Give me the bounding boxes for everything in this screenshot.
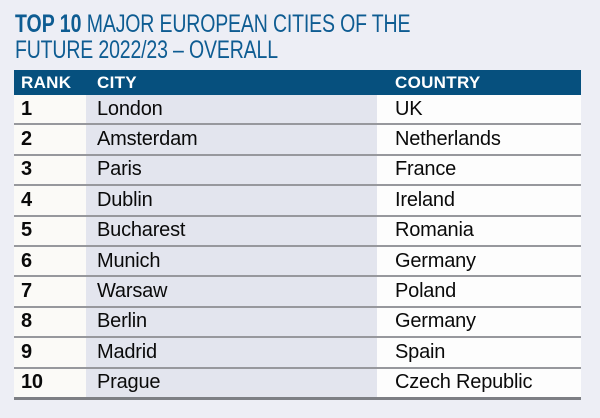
- country-cell: UK: [377, 95, 581, 124]
- table-row: 5 Bucharest Romania: [14, 216, 581, 247]
- city-cell: Dublin: [86, 186, 377, 215]
- city-cell: Prague: [86, 368, 377, 397]
- table-row: 1 London UK: [14, 95, 581, 126]
- country-cell: France: [377, 155, 581, 185]
- page-title-line2: FUTURE 2022/23 – OVERALL: [15, 36, 278, 64]
- country-cell: Czech Republic: [377, 368, 581, 397]
- city-cell: Berlin: [86, 307, 377, 337]
- table-row: 8 Berlin Germany: [14, 307, 581, 339]
- rank-cell: 9: [14, 338, 86, 367]
- page-title-line1: TOP 10 MAJOR EUROPEAN CITIES OF THE: [15, 11, 410, 37]
- city-cell: Munich: [86, 246, 377, 276]
- page-title-rest: MAJOR EUROPEAN CITIES OF THE: [81, 10, 411, 38]
- page-title: TOP 10 MAJOR EUROPEAN CITIES OF THE FUTU…: [15, 11, 410, 63]
- column-header-city: CITY: [97, 72, 137, 92]
- country-cell: Poland: [377, 277, 581, 306]
- table-row: 2 Amsterdam Netherlands: [14, 125, 581, 156]
- rank-cell: 7: [14, 277, 86, 306]
- rank-cell: 2: [14, 125, 86, 154]
- country-cell: Germany: [377, 307, 581, 337]
- rank-cell: 3: [14, 155, 86, 185]
- country-cell: Ireland: [377, 186, 581, 215]
- table-row: 7 Warsaw Poland: [14, 277, 581, 308]
- column-header-country: COUNTRY: [395, 72, 481, 92]
- table-row: 3 Paris France: [14, 155, 581, 187]
- rank-cell: 10: [14, 368, 86, 397]
- country-cell: Germany: [377, 246, 581, 276]
- city-cell: Amsterdam: [86, 125, 377, 154]
- table-header-row: RANK CITY COUNTRY: [14, 70, 581, 95]
- rank-cell: 1: [14, 95, 86, 124]
- rank-cell: 8: [14, 307, 86, 337]
- table-row: 4 Dublin Ireland: [14, 186, 581, 217]
- rank-cell: 6: [14, 246, 86, 276]
- column-header-rank: RANK: [21, 72, 72, 92]
- rank-cell: 4: [14, 186, 86, 215]
- city-cell: Bucharest: [86, 216, 377, 245]
- country-cell: Netherlands: [377, 125, 581, 154]
- city-cell: Paris: [86, 155, 377, 185]
- country-cell: Romania: [377, 216, 581, 245]
- city-cell: London: [86, 95, 377, 124]
- ranking-table: RANK CITY COUNTRY 1 London UK 2 Amsterda…: [14, 70, 581, 400]
- rank-cell: 5: [14, 216, 86, 245]
- city-cell: Warsaw: [86, 277, 377, 306]
- table-row: 9 Madrid Spain: [14, 338, 581, 369]
- table-row: 10 Prague Czech Republic: [14, 368, 581, 400]
- table-row: 6 Munich Germany: [14, 246, 581, 278]
- country-cell: Spain: [377, 338, 581, 367]
- page-title-bold: TOP 10: [15, 10, 82, 38]
- city-cell: Madrid: [86, 338, 377, 367]
